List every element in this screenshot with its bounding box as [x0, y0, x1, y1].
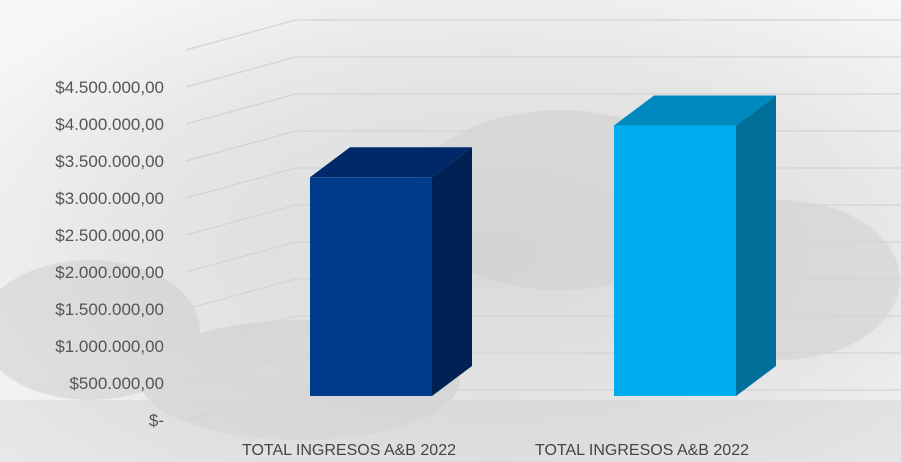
- grid-line-diagonal: [185, 278, 297, 310]
- bar-side-face: [432, 147, 472, 396]
- grid-line-diagonal: [185, 204, 297, 236]
- grid-line-diagonal: [185, 93, 297, 125]
- y-tick-label: $3.000.000,00: [55, 189, 164, 208]
- grid-line-diagonal: [185, 167, 297, 199]
- y-tick-label: $500.000,00: [69, 374, 164, 393]
- y-tick-label: $3.500.000,00: [55, 152, 164, 171]
- x-category-label: TOTAL INGRESOS A&B 2022: [242, 442, 456, 459]
- bar: [310, 147, 472, 396]
- bars-layer: [310, 95, 776, 396]
- grid-line-diagonal: [185, 315, 297, 347]
- bar-side-face: [736, 95, 776, 396]
- y-tick-label: $1.000.000,00: [55, 337, 164, 356]
- y-tick-label: $2.500.000,00: [55, 226, 164, 245]
- y-tick-label: $4.000.000,00: [55, 115, 164, 134]
- grid-line-diagonal: [185, 389, 297, 421]
- y-tick-label: $4.500.000,00: [55, 78, 164, 97]
- bar-front-face: [614, 125, 736, 396]
- grid-line-diagonal: [185, 352, 297, 384]
- x-axis-categories: TOTAL INGRESOS A&B 2022 TOTAL INGRESOS A&…: [242, 442, 749, 459]
- y-tick-label: $2.000.000,00: [55, 263, 164, 282]
- grid-line-diagonal: [185, 19, 297, 51]
- grid-line-diagonal: [185, 130, 297, 162]
- bar-top-face: [310, 147, 472, 178]
- grid-line-diagonal: [185, 56, 297, 88]
- bar-front-face: [310, 177, 432, 396]
- y-tick-label: $1.500.000,00: [55, 300, 164, 319]
- y-axis-ticks: $- $500.000,00 $1.000.000,00 $1.500.000,00 $…: [55, 78, 164, 430]
- bar-top-face: [614, 95, 776, 126]
- y-tick-label: $-: [149, 411, 164, 430]
- bar: [614, 95, 776, 396]
- x-category-label: TOTAL INGRESOS A&B 2022: [535, 442, 749, 459]
- grid-line-diagonal: [185, 241, 297, 273]
